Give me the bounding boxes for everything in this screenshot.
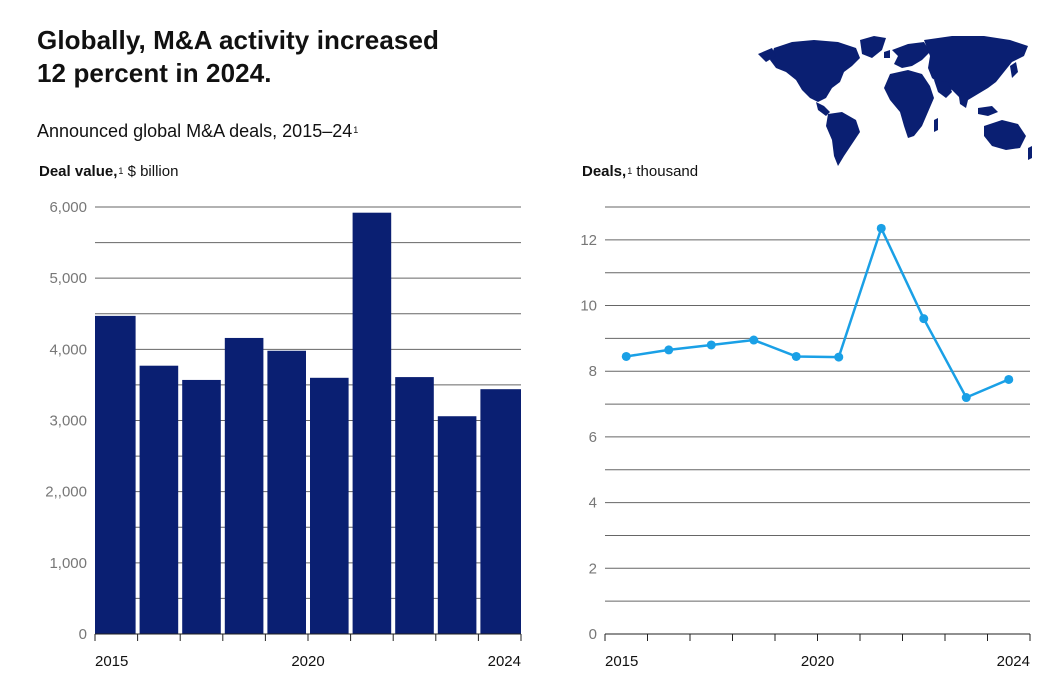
line-y-tick-label: 12 [580, 232, 597, 249]
bar-y-tick-label: 5,000 [49, 270, 87, 287]
title-line-1: Globally, M&A activity increased [37, 25, 439, 55]
line-y-tick-label: 0 [589, 626, 597, 643]
deal-value-axis-label: Deal value,1 $ billion [39, 162, 178, 182]
bar-y-tick-label: 3,000 [49, 413, 87, 430]
deals-point-2022 [919, 314, 929, 324]
bar-2021 [352, 212, 392, 634]
bar-2022 [395, 377, 434, 634]
subtitle-footnote: 1 [353, 125, 359, 135]
line-y-tick-label: 10 [580, 298, 597, 315]
deals-axis-label: Deals,1 thousand [582, 162, 698, 182]
line-y-tick-label: 6 [589, 429, 597, 446]
world-map-icon [758, 36, 1032, 166]
line-x-tick-label: 2020 [801, 653, 834, 670]
bar-y-tick-label: 4,000 [49, 341, 87, 358]
deals-label-unit: thousand [632, 163, 699, 180]
line-x-tick-label: 2024 [997, 653, 1030, 670]
bar-y-tick-label: 2,,000 [45, 484, 87, 501]
deals-point-2015 [621, 351, 631, 361]
deals-point-2018 [749, 335, 759, 345]
deals-point-2020 [834, 352, 844, 362]
bar-x-tick-label: 2024 [488, 653, 521, 670]
bar-x-tick-label: 2015 [95, 653, 128, 670]
deals-point-2021 [876, 223, 886, 233]
line-y-tick-label: 4 [589, 495, 597, 512]
bar-2023 [437, 416, 477, 634]
bar-2016 [139, 365, 179, 634]
bar-2020 [310, 377, 349, 634]
deals-point-2017 [706, 340, 716, 350]
deal-value-label-bold: Deal value, [39, 163, 118, 180]
deals-series-line [626, 227, 1010, 399]
line-y-tick-label: 2 [589, 560, 597, 577]
line-y-tick-label: 8 [589, 363, 597, 380]
deals-point-2019 [791, 351, 801, 361]
deals-label-bold: Deals, [582, 163, 627, 180]
deals-point-2023 [961, 393, 971, 403]
bar-y-tick-label: 0 [79, 626, 87, 643]
deal-value-label-unit: $ billion [123, 163, 179, 180]
title-line-2: 12 percent in 2024. [37, 58, 272, 88]
bar-2018 [224, 337, 264, 634]
subtitle-text: Announced global M&A deals, 2015–24 [37, 121, 353, 141]
line-x-tick-label: 2015 [605, 653, 638, 670]
bar-2017 [182, 379, 221, 634]
deals-point-2024 [1004, 374, 1014, 384]
deal-value-label-footnote: 1 [118, 166, 124, 176]
bar-2015 [95, 315, 136, 634]
bar-y-tick-label: 6,000 [49, 199, 87, 216]
bar-x-tick-label: 2020 [291, 653, 324, 670]
deals-label-footnote: 1 [627, 166, 633, 176]
chart-title: Globally, M&A activity increased 12 perc… [37, 24, 517, 90]
bar-2019 [267, 350, 306, 634]
deals-point-2016 [664, 345, 674, 355]
bar-y-tick-label: 1,000 [49, 555, 87, 572]
chart-subtitle: Announced global M&A deals, 2015–241 [37, 120, 358, 142]
bar-2024 [480, 389, 521, 634]
